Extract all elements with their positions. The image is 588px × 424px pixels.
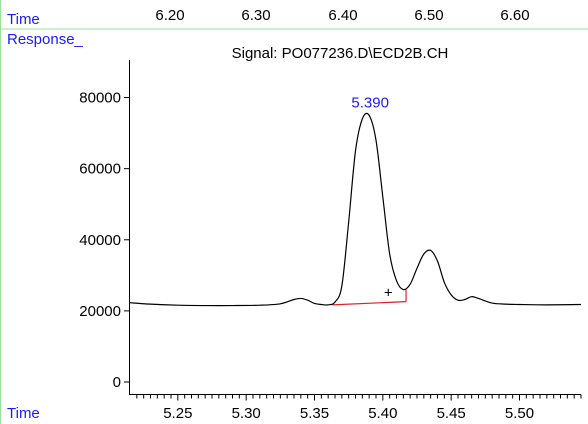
signal-trace [129,112,582,307]
top-axis-tick-label: 6.20 [155,7,184,24]
cursor-marker: + [384,284,393,301]
top-axis-labels: 6.20 6.30 6.40 6.50 6.60 [155,7,529,24]
peak-retention-label: 5.390 [351,94,389,111]
y-tick-label: 40000 [79,232,121,249]
plot-area: 5.390 + [129,94,582,307]
top-axis-tick-label: 6.50 [414,7,443,24]
bottom-time-label: Time [7,405,40,422]
y-tick-label: 0 [113,374,121,391]
y-tick-label: 80000 [79,90,121,107]
x-tick-label: 5.50 [505,405,534,422]
y-tick-label: 60000 [79,161,121,178]
x-axis-ticks: 5.25 5.30 5.35 5.40 5.45 5.50 [136,394,582,422]
x-tick-label: 5.35 [300,405,329,422]
chart-title: Signal: PO077236.D\ECD2B.CH [232,45,449,62]
response-label: Response_ [7,31,84,48]
x-tick-label: 5.45 [437,405,466,422]
top-axis-tick-label: 6.60 [500,7,529,24]
y-axis-ticks: 0 20000 40000 60000 80000 [79,90,130,391]
integration-baseline [332,301,407,306]
x-tick-label: 5.30 [232,405,261,422]
x-tick-label: 5.40 [368,405,397,422]
top-time-label: Time [7,11,40,28]
top-axis-tick-label: 6.40 [328,7,357,24]
y-tick-label: 20000 [79,303,121,320]
x-tick-label: 5.25 [163,405,192,422]
top-axis-tick-label: 6.30 [241,7,270,24]
